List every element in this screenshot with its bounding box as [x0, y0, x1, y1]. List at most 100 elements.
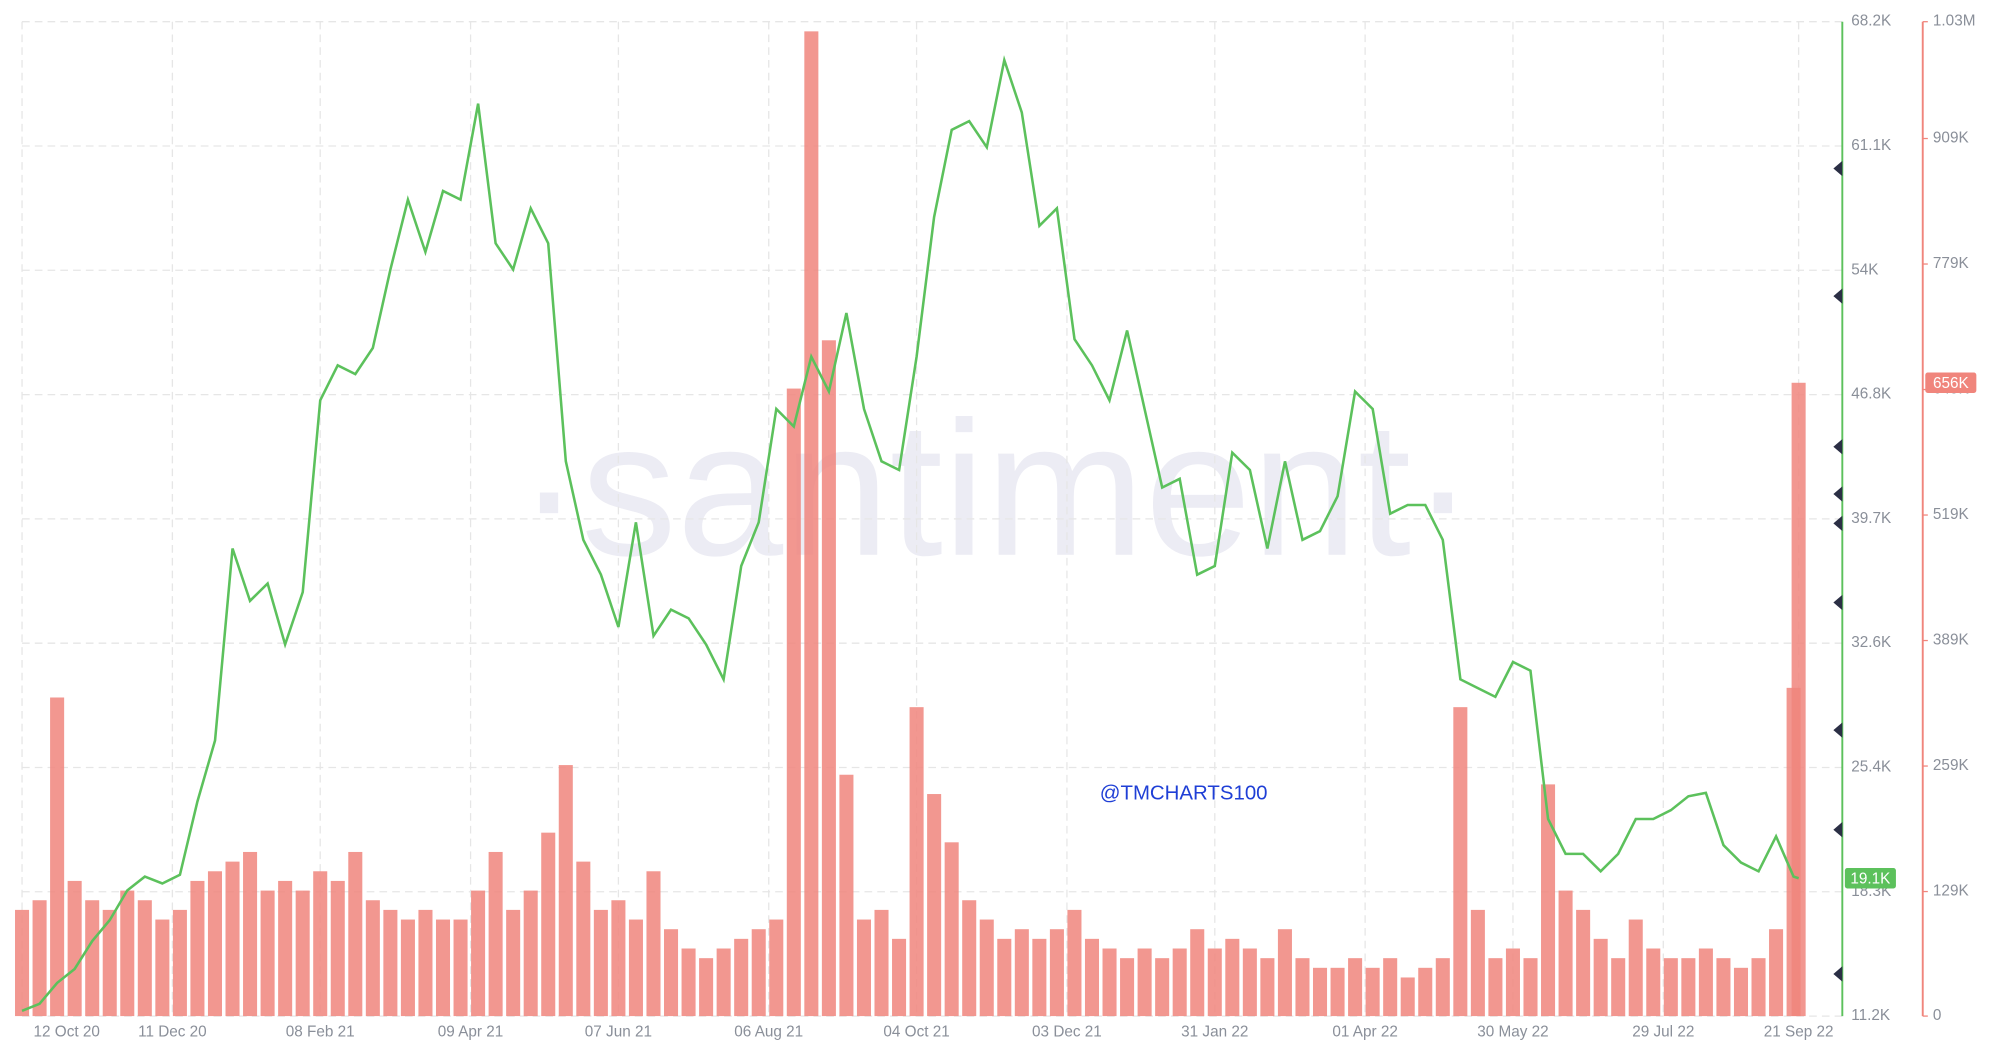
volume-bar	[400, 919, 415, 1017]
volume-bar	[190, 880, 205, 1017]
y-tick-label: 39.7K	[1851, 510, 1892, 527]
volume-bar	[1488, 958, 1503, 1017]
volume-bar	[1646, 948, 1661, 1017]
x-tick-label: 06 Aug 21	[734, 1024, 803, 1041]
volume-bar	[716, 948, 731, 1017]
signal-marker	[1833, 722, 1843, 738]
x-tick-label: 09 Apr 21	[438, 1024, 504, 1041]
volume-bar	[1102, 948, 1117, 1017]
x-tick-label: 12 Oct 20	[34, 1024, 100, 1041]
volume-bar	[541, 832, 556, 1017]
x-tick-label: 11 Dec 20	[138, 1024, 207, 1041]
volume-bar	[313, 871, 328, 1017]
volume-bar	[1383, 958, 1398, 1017]
y2-tick-label: 389K	[1933, 632, 1970, 649]
volume-bar	[734, 938, 749, 1017]
volume-bar	[839, 774, 854, 1017]
y-tick-label: 25.4K	[1851, 759, 1892, 776]
volume-bar	[997, 938, 1012, 1017]
volume-bar	[593, 909, 608, 1017]
annotation: @TMCHARTS100	[1100, 782, 1268, 804]
volume-bar	[155, 919, 170, 1017]
volume-bar	[225, 861, 240, 1017]
volume-bar	[1681, 958, 1696, 1017]
volume-bar	[207, 871, 223, 1017]
x-tick-label: 30 May 22	[1477, 1024, 1548, 1041]
y2-tick-label: 779K	[1933, 255, 1970, 272]
volume-bar	[1611, 958, 1626, 1017]
signal-markers	[1833, 160, 1843, 982]
volume-bar	[1751, 958, 1766, 1017]
y-tick-label: 11.2K	[1851, 1007, 1891, 1024]
volume-bar	[32, 900, 47, 1017]
volume-bar	[295, 890, 310, 1017]
y-tick-label: 54K	[1851, 261, 1879, 278]
volume-bar	[1541, 784, 1556, 1017]
volume-bar	[1084, 938, 1100, 1017]
volume-bar	[365, 900, 380, 1017]
signal-marker	[1833, 439, 1843, 455]
volume-bar	[67, 880, 82, 1017]
volume-bar	[1576, 909, 1591, 1017]
volume-bar	[435, 919, 451, 1017]
last-value-badge	[1925, 372, 1977, 393]
volume-bar	[1277, 929, 1292, 1017]
x-tick-label: 29 Jul 22	[1632, 1024, 1694, 1041]
volume-bar	[751, 929, 766, 1017]
volume-bar	[471, 890, 486, 1017]
volume-bar	[1014, 929, 1029, 1017]
axes: 11.2K18.3K25.4K32.6K39.7K46.8K54K61.1K68…	[34, 13, 1977, 1041]
volume-bar	[681, 948, 696, 1017]
price-line	[21, 55, 1800, 1013]
volume-bar	[85, 900, 100, 1017]
x-tick-label: 21 Sep 22	[1764, 1024, 1834, 1041]
volume-bar	[1225, 938, 1240, 1017]
y-tick-label: 32.6K	[1851, 634, 1892, 651]
volume-bar	[1120, 958, 1135, 1017]
volume-bar	[348, 851, 363, 1017]
volume-bar	[260, 890, 275, 1017]
lines	[21, 55, 1800, 1013]
y2-tick-label: 0	[1933, 1007, 1942, 1024]
signal-marker	[1833, 288, 1843, 304]
volume-bar	[1330, 967, 1345, 1017]
volume-bar	[15, 909, 30, 1017]
volume-bar	[418, 909, 433, 1017]
volume-bar	[1733, 967, 1749, 1017]
y2-tick-label: 129K	[1933, 883, 1970, 900]
y2-tick-label: 909K	[1933, 130, 1970, 147]
volume-bar	[576, 861, 591, 1017]
x-tick-label: 31 Jan 22	[1181, 1024, 1248, 1041]
signal-marker	[1833, 160, 1843, 177]
volume-bar	[278, 880, 293, 1017]
signal-marker	[1833, 515, 1843, 532]
volume-bar	[1418, 967, 1433, 1017]
volume-bar	[944, 842, 959, 1017]
x-tick-label: 08 Feb 21	[286, 1024, 355, 1041]
volume-bar	[1791, 382, 1806, 1017]
volume-bar	[1242, 948, 1257, 1017]
volume-bar	[1558, 890, 1573, 1017]
volume-bar	[1155, 958, 1170, 1017]
volume-bar	[874, 909, 889, 1017]
volume-bar	[1716, 958, 1731, 1017]
last-value-label: 656K	[1933, 375, 1970, 392]
volume-bar	[330, 880, 345, 1017]
volume-bar	[102, 909, 117, 1017]
volume-bar	[1049, 929, 1064, 1017]
volume-bar	[243, 851, 258, 1017]
signal-marker	[1833, 822, 1843, 838]
volume-bar	[1295, 958, 1310, 1017]
y-tick-label: 68.2K	[1851, 13, 1892, 30]
volume-bar	[1523, 958, 1538, 1017]
signal-marker	[1833, 594, 1843, 611]
volume-bar	[1032, 938, 1047, 1017]
watermark: ·santiment·	[517, 382, 1475, 596]
volume-bar	[1435, 958, 1450, 1017]
volume-bar	[488, 851, 503, 1017]
volume-bar	[383, 909, 398, 1017]
volume-bar	[137, 900, 152, 1017]
volume-bar	[611, 900, 626, 1017]
y-tick-label: 61.1K	[1851, 137, 1892, 154]
